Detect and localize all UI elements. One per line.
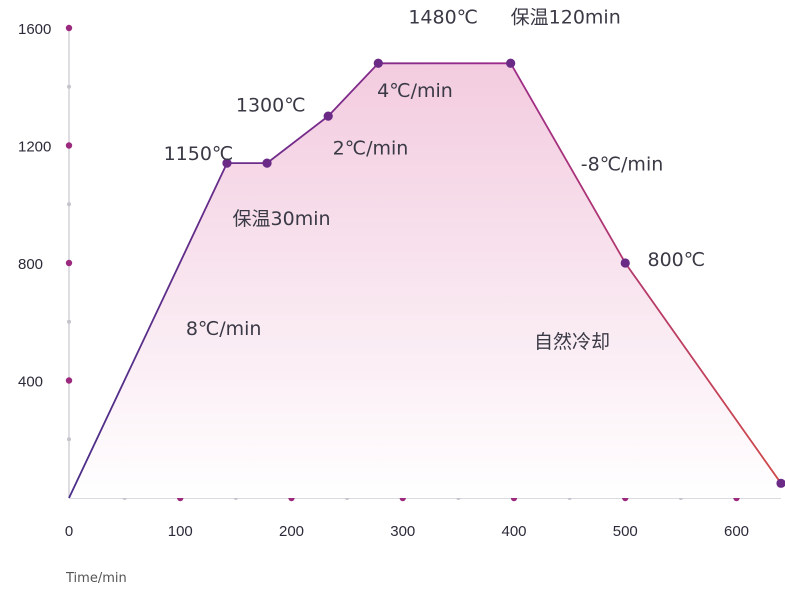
data-point-1 [222,158,232,168]
y-tick-label: 1200 [18,139,51,156]
annotation-r2: 2℃/min [333,137,409,159]
annotation-rneg8: -8℃/min [581,153,664,175]
data-point-4 [373,58,383,68]
annotation-t1150: 1150℃ [164,143,234,165]
annotation-t800: 800℃ [648,249,706,271]
y-tick-dot [65,259,73,267]
y-minor-dot [67,437,71,442]
x-tick-labels: 0 100 200 300 400 500 600 [65,523,749,540]
y-tick-dot [65,142,73,149]
data-point-3 [323,111,333,121]
y-minor-dot [67,84,71,89]
x-tick-label: 0 [65,523,73,540]
x-tick-label: 300 [390,523,415,540]
series-area-fill [69,63,781,499]
y-tick-dot [65,24,73,32]
annotation-t1480: 1480℃ [408,7,478,29]
y-tick-label: 800 [18,256,43,273]
data-point-5 [506,58,516,68]
annotation-cool: 自然冷却 [534,331,610,353]
annotation-r4: 4℃/min [377,80,453,102]
series-points [222,58,785,488]
data-point-2 [262,158,272,168]
y-minor-dot [67,202,71,207]
series-line [68,62,782,499]
y-tick-label: 1600 [18,21,51,38]
x-axis-title: Time/min [65,571,127,586]
annotation-r8: 8℃/min [186,318,262,340]
annotation-hold120: 保温120min [511,7,621,29]
data-point-6 [620,258,630,268]
x-tick-label: 600 [724,523,749,540]
y-tick-labels: 400 800 1200 1600 [18,21,51,391]
x-tick-label: 200 [279,523,304,540]
annotations: 1150℃ 保温30min 1300℃ 2℃/min 4℃/min 1480℃ 保温120m… [164,7,706,354]
annotation-hold30: 保温30min [233,208,331,230]
x-tick-label: 500 [613,523,638,540]
x-tick-label: 400 [501,523,526,540]
y-minor-dot [67,319,71,324]
y-tick-label: 400 [18,374,43,391]
x-tick-label: 100 [168,523,193,540]
y-tick-dot [65,377,73,384]
annotation-t1300: 1300℃ [236,95,306,117]
data-point-7 [776,478,785,488]
